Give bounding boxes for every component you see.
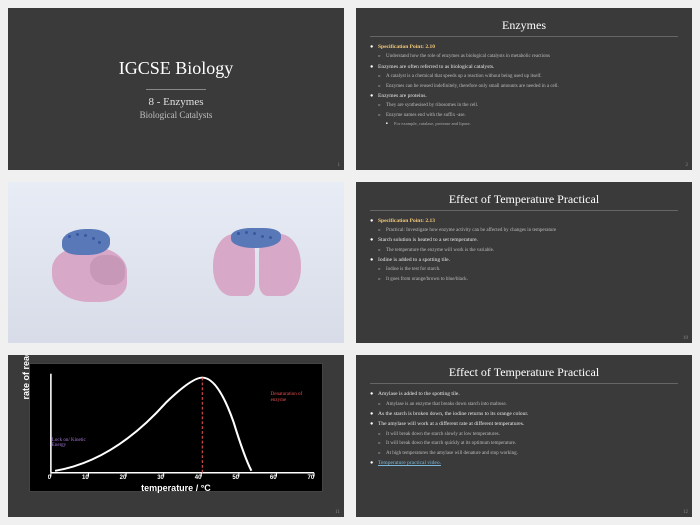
slide-enzymes-text: Enzymes Specification Point: 2.10 Unders… (356, 8, 692, 170)
bullet: As the starch is broken down, the iodine… (370, 410, 678, 418)
course-title: IGCSE Biology (119, 58, 234, 79)
page-number: 1 (338, 163, 341, 168)
bullet-list: Amylase is added to the spotting tile. A… (370, 390, 678, 467)
slide-title: IGCSE Biology 8 - Enzymes Biological Cat… (8, 8, 344, 170)
divider (146, 89, 206, 90)
spec-point: Specification Point: 2.10 (370, 43, 678, 51)
slide-heading: Effect of Temperature Practical (370, 192, 678, 211)
bullet: Amylase is added to the spotting tile. (370, 390, 678, 398)
page-number: 12 (683, 510, 688, 515)
enzyme-illustration (8, 182, 344, 344)
sub-bullet: Enzymes can be reused indefinitely, ther… (370, 83, 678, 91)
spec-desc: Practical: Investigate how enzyme activi… (370, 227, 678, 235)
slide-practical-2: Effect of Temperature Practical Amylase … (356, 355, 692, 517)
page-number: 10 (683, 336, 688, 341)
video-link[interactable]: Temperature practical video. (370, 459, 678, 467)
x-axis-label: temperature / °C (141, 483, 211, 493)
sub-bullet: It goes from orange/brown to blue/black. (370, 276, 678, 284)
bullet-list: Specification Point: 2.10 Understand how… (370, 43, 678, 128)
graph-annotation-right: Denaturation ofenzyme (271, 392, 303, 403)
sub-bullet: At high temperatures the amylase will de… (370, 450, 678, 458)
sub-bullet: They are synthesised by ribosomes in the… (370, 102, 678, 110)
reaction-rate-graph: rate of reaction 010 2030 4050 6070 temp… (29, 363, 323, 491)
topic-title: 8 - Enzymes (149, 96, 204, 108)
sub-bullet: It will break down the starch slowly at … (370, 431, 678, 439)
graph-annotation-left: Lock on/ KineticEnergy (52, 438, 86, 449)
bullet: The amylase will work at a different rat… (370, 420, 678, 428)
bullet: Enzymes are often referred to as biologi… (370, 63, 678, 71)
x-tick-labels: 010 2030 4050 6070 (48, 475, 314, 481)
sub-bullet: Enzyme names end with the suffix -ase. (370, 112, 678, 120)
topic-caption: Biological Catalysts (140, 110, 213, 120)
slide-graph: rate of reaction 010 2030 4050 6070 temp… (8, 355, 344, 517)
bullet-list: Specification Point: 2.13 Practical: Inv… (370, 217, 678, 284)
spec-point: Specification Point: 2.13 (370, 217, 678, 225)
y-axis-label: rate of reaction (21, 355, 31, 400)
sub-bullet: A catalyst is a chemical that speeds up … (370, 73, 678, 81)
bullet: Enzymes are proteins. (370, 92, 678, 100)
graph-curve (30, 364, 322, 490)
subsub-bullet: For example, catalase, protease and lipa… (370, 121, 678, 128)
slide-heading: Enzymes (370, 18, 678, 37)
sub-bullet: It will break down the starch quickly at… (370, 440, 678, 448)
bullet: Iodine is added to a spotting tile. (370, 256, 678, 264)
slide-heading: Effect of Temperature Practical (370, 365, 678, 384)
enzyme-after (213, 222, 303, 302)
sub-bullet: Iodine is the test for starch. (370, 266, 678, 274)
slide-practical-1: Effect of Temperature Practical Specific… (356, 182, 692, 344)
spec-desc: Understand how the role of enzymes as bi… (370, 53, 678, 61)
page-number: 2 (686, 163, 689, 168)
slide-enzyme-diagram (8, 182, 344, 344)
slide-grid: IGCSE Biology 8 - Enzymes Biological Cat… (8, 8, 692, 517)
enzyme-before (50, 227, 130, 297)
bullet: Starch solution is heated to a set tempe… (370, 236, 678, 244)
sub-bullet: The temperature the enzyme will work is … (370, 247, 678, 255)
sub-bullet: Amylase is an enzyme that breaks down st… (370, 401, 678, 409)
page-number: 11 (335, 510, 340, 515)
